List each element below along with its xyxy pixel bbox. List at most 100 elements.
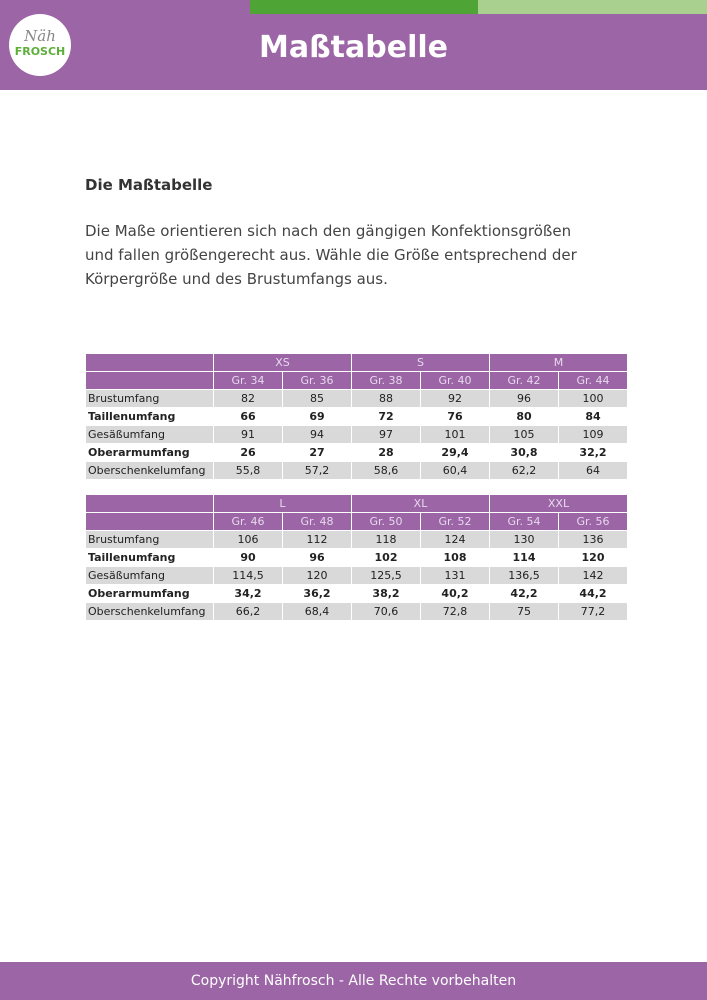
cell: 32,2 [558, 443, 628, 462]
cell: 64 [558, 461, 628, 480]
size-header: Gr. 36 [282, 371, 352, 390]
cell: 77,2 [558, 602, 628, 621]
header-cell [85, 512, 214, 531]
row-label: Gesäßumfang [85, 425, 214, 444]
size-header: Gr. 50 [351, 512, 421, 531]
cell: 66,2 [213, 602, 283, 621]
group-row: L XL XXL [85, 494, 628, 513]
cell: 38,2 [351, 584, 421, 603]
size-header: Gr. 42 [489, 371, 559, 390]
logo: Näh FROSCH [9, 14, 71, 76]
data-row: Oberarmumfang 26 27 28 29,4 30,8 32,2 [85, 443, 628, 462]
cell: 112 [282, 530, 352, 549]
cell: 36,2 [282, 584, 352, 603]
cell: 114 [489, 548, 559, 567]
text-line: und fallen größengerecht aus. Wähle die … [85, 246, 577, 264]
cell: 68,4 [282, 602, 352, 621]
cell: 72 [351, 407, 421, 426]
size-header: Gr. 44 [558, 371, 628, 390]
cell: 55,8 [213, 461, 283, 480]
cell: 34,2 [213, 584, 283, 603]
row-label: Oberarmumfang [85, 443, 214, 462]
row-label: Oberarmumfang [85, 584, 214, 603]
size-header: Gr. 34 [213, 371, 283, 390]
size-header: Gr. 40 [420, 371, 490, 390]
row-label: Brustumfang [85, 389, 214, 408]
logo-text: Näh [24, 27, 56, 45]
cell: 82 [213, 389, 283, 408]
row-label: Taillenumfang [85, 407, 214, 426]
cell: 58,6 [351, 461, 421, 480]
cell: 130 [489, 530, 559, 549]
cell: 96 [489, 389, 559, 408]
cell: 88 [351, 389, 421, 408]
row-label: Brustumfang [85, 530, 214, 549]
cell: 27 [282, 443, 352, 462]
cell: 102 [351, 548, 421, 567]
header-cell [85, 371, 214, 390]
data-row: Oberarmumfang 34,2 36,2 38,2 40,2 42,2 44,2 [85, 584, 628, 603]
cell: 101 [420, 425, 490, 444]
row-label: Taillenumfang [85, 548, 214, 567]
cell: 94 [282, 425, 352, 444]
footer: Copyright Nähfrosch - Alle Rechte vorbeh… [0, 962, 707, 1000]
cell: 66 [213, 407, 283, 426]
cell: 62,2 [489, 461, 559, 480]
row-label: Oberschenkelumfang [85, 602, 214, 621]
accent-bar [478, 0, 707, 14]
size-header: Gr. 52 [420, 512, 490, 531]
heading: Die Maßtabelle [85, 176, 213, 194]
data-row: Brustumfang 106 112 118 124 130 136 [85, 530, 628, 549]
size-header: Gr. 46 [213, 512, 283, 531]
group-header: L [213, 494, 352, 513]
cell: 131 [420, 566, 490, 585]
data-row: Oberschenkelumfang 66,2 68,4 70,6 72,8 75 77,2 [85, 602, 628, 621]
cell: 106 [213, 530, 283, 549]
cell: 136,5 [489, 566, 559, 585]
group-header: XL [351, 494, 490, 513]
cell: 118 [351, 530, 421, 549]
paragraph: Die Maße orientieren sich nach den gängi… [85, 219, 577, 291]
size-row: Gr. 46 Gr. 48 Gr. 50 Gr. 52 Gr. 54 Gr. 56 [85, 512, 628, 531]
cell: 28 [351, 443, 421, 462]
cell: 69 [282, 407, 352, 426]
cell: 97 [351, 425, 421, 444]
cell: 42,2 [489, 584, 559, 603]
page-title: Maßtabelle [259, 30, 448, 65]
data-row: Gesäßumfang 91 94 97 101 105 109 [85, 425, 628, 444]
data-row: Brustumfang 82 85 88 92 96 100 [85, 389, 628, 408]
cell: 125,5 [351, 566, 421, 585]
cell: 60,4 [420, 461, 490, 480]
group-header: M [489, 353, 628, 372]
cell: 120 [558, 548, 628, 567]
cell: 72,8 [420, 602, 490, 621]
cell: 124 [420, 530, 490, 549]
size-table: L XL XXL Gr. 46 Gr. 48 Gr. 50 Gr. 52 Gr. 54 Gr. … [85, 494, 628, 621]
size-header: Gr. 56 [558, 512, 628, 531]
row-label: Gesäßumfang [85, 566, 214, 585]
text-line: Körpergröße und des Brustumfangs aus. [85, 270, 388, 288]
cell: 30,8 [489, 443, 559, 462]
cell: 57,2 [282, 461, 352, 480]
cell: 108 [420, 548, 490, 567]
group-header: XXL [489, 494, 628, 513]
group-header: XS [213, 353, 352, 372]
header: Näh FROSCH Maßtabelle [0, 0, 707, 90]
header-cell [85, 353, 214, 372]
cell: 120 [282, 566, 352, 585]
cell: 90 [213, 548, 283, 567]
cell: 75 [489, 602, 559, 621]
cell: 105 [489, 425, 559, 444]
group-row: XS S M [85, 353, 628, 372]
size-header: Gr. 48 [282, 512, 352, 531]
cell: 29,4 [420, 443, 490, 462]
cell: 76 [420, 407, 490, 426]
size-row: Gr. 34 Gr. 36 Gr. 38 Gr. 40 Gr. 42 Gr. 44 [85, 371, 628, 390]
cell: 114,5 [213, 566, 283, 585]
row-label: Oberschenkelumfang [85, 461, 214, 480]
cell: 142 [558, 566, 628, 585]
cell: 100 [558, 389, 628, 408]
cell: 80 [489, 407, 559, 426]
cell: 91 [213, 425, 283, 444]
